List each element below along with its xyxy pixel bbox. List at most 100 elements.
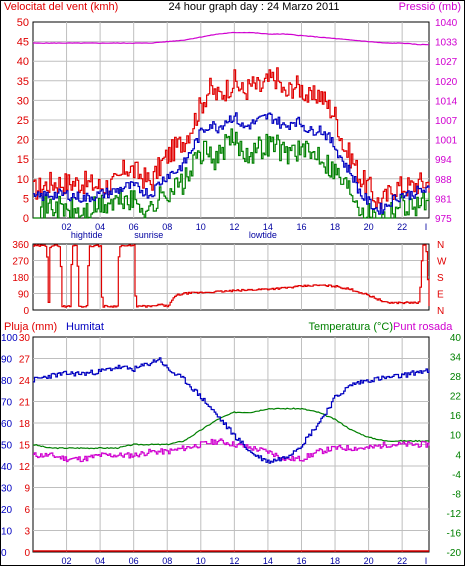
rain-axis-title: Pluja (mm) <box>4 321 57 333</box>
wind-ytick-label: 25 <box>17 115 29 127</box>
pressure-ytick-label: 1020 <box>435 77 458 88</box>
pressure-series <box>32 31 429 46</box>
humidity-ytick-label: 20 <box>1 505 13 516</box>
wind-x-tick-label: 22 <box>397 222 407 232</box>
direction-compass-label: E <box>437 290 444 301</box>
wind-x-tick-label: 16 <box>296 222 306 232</box>
temperature-axis-title: Temperatura (°C) <box>309 321 393 333</box>
wind-ytick-label: 40 <box>17 56 29 68</box>
rain-ytick-label: 12 <box>19 462 31 473</box>
humidity-ytick-label: 10 <box>1 527 13 538</box>
wind-x-tick-label: 10 <box>196 222 206 232</box>
wind-ytick-label: 20 <box>17 135 29 147</box>
humidity-x-tick-label: 20 <box>364 556 374 566</box>
direction-compass-label: N <box>437 306 444 317</box>
wind-ytick-label: 45 <box>17 37 29 49</box>
temperature-ytick-label: 28 <box>450 372 462 383</box>
wind-x-tick-label: 02 <box>62 222 72 232</box>
wind-event-lowtide: lowtide <box>249 230 277 240</box>
direction-compass-label: S <box>437 273 444 284</box>
rain-ytick-label: 21 <box>19 398 31 409</box>
wind-x-tick-label: 18 <box>330 222 340 232</box>
humidity-x-tick-label: 12 <box>229 556 239 566</box>
pressure-ytick-label: 988 <box>435 175 452 186</box>
pressure-ytick-label: 975 <box>435 214 452 225</box>
humidity-x-tick-label: 02 <box>62 556 72 566</box>
rain-ytick-label: 27 <box>19 355 31 366</box>
humidity-ytick-label: 30 <box>1 484 13 495</box>
pressure-ytick-label: 1033 <box>435 38 458 49</box>
pressure-ytick-label: 981 <box>435 194 452 205</box>
humidity-x-tick-label: 04 <box>95 556 105 566</box>
wind-x-tick-label: 14 <box>263 222 273 232</box>
wind-x-tick-label: 12 <box>229 222 239 232</box>
pressure-axis-title: Pressió (mb) <box>399 1 461 13</box>
humidity-axis-title: Humitat <box>66 321 104 333</box>
wind-x-tick-label: 06 <box>129 222 139 232</box>
rain-ytick-label: 30 <box>19 333 31 344</box>
humidity-series <box>33 357 430 464</box>
wind-ytick-label: 35 <box>17 76 29 88</box>
pressure-ytick-label: 994 <box>435 155 452 166</box>
temperature-ytick-label: -16 <box>447 528 462 539</box>
direction-ytick-label: 270 <box>12 257 29 268</box>
direction-ytick-label: 0 <box>23 306 29 317</box>
direction-ytick-label: 180 <box>12 273 29 284</box>
wind-ytick-label: 0 <box>23 213 29 225</box>
wind-ytick-label: 30 <box>17 95 29 107</box>
humidity-x-tick-label: 22 <box>397 556 407 566</box>
chart-title: 24 hour graph day : 24 Marzo 2011 <box>168 1 339 13</box>
temperature-ytick-label: 34 <box>450 353 462 364</box>
wind-avg-series <box>33 112 430 215</box>
rain-ytick-label: 3 <box>24 527 30 538</box>
pressure-ytick-label: 1027 <box>435 57 458 68</box>
temperature-ytick-label: -4 <box>452 470 461 481</box>
temperature-ytick-label: -12 <box>447 509 462 520</box>
rain-ytick-label: 0 <box>24 548 30 559</box>
wind-ytick-label: 5 <box>23 193 29 205</box>
humidity-x-tick-label: 18 <box>330 556 340 566</box>
temperature-ytick-label: 40 <box>450 333 462 344</box>
temperature-ytick-label: -20 <box>447 548 462 559</box>
humidity-x-tick-label: 06 <box>129 556 139 566</box>
wind-ytick-label: 50 <box>17 17 29 29</box>
rain-ytick-label: 18 <box>19 419 31 430</box>
humidity-x-tick-label: 08 <box>162 556 172 566</box>
wind-axis-title: Velocitat del vent (kmh) <box>4 1 118 13</box>
humidity-x-tick-label: 10 <box>196 556 206 566</box>
direction-ytick-label: 90 <box>18 290 30 301</box>
temperature-ytick-label: 16 <box>450 411 462 422</box>
humidity-ytick-label: 40 <box>1 462 13 473</box>
rain-ytick-label: 15 <box>19 441 31 452</box>
wind-gust-series <box>33 67 430 209</box>
humidity-ytick-label: 80 <box>1 376 13 387</box>
humidity-ytick-label: 60 <box>1 419 13 430</box>
wind-event-hightide: hightide <box>71 230 103 240</box>
temperature-series <box>32 407 430 450</box>
humidity-x-tick-label: 14 <box>263 556 273 566</box>
wind-x-tick-label: 20 <box>364 222 374 232</box>
humidity-ytick-label: 0 <box>1 548 7 559</box>
temperature-ytick-label: -8 <box>452 489 461 500</box>
humidity-ytick-label: 50 <box>1 441 13 452</box>
pressure-ytick-label: 1014 <box>435 96 458 107</box>
wind-ytick-label: 10 <box>17 174 29 186</box>
wind-min-series <box>33 128 430 219</box>
rain-ytick-label: 6 <box>24 505 30 516</box>
direction-compass-label: N <box>437 240 444 251</box>
wind-x-tick-label: 08 <box>162 222 172 232</box>
wind-x-tick-label: 04 <box>95 222 105 232</box>
humidity-ytick-label: 90 <box>1 355 13 366</box>
direction-series <box>33 244 430 308</box>
direction-compass-label: W <box>437 257 447 268</box>
rain-ytick-label: 24 <box>19 376 31 387</box>
wind-x-tick-label: I <box>425 222 428 232</box>
wind-event-sunrise: sunrise <box>134 230 163 240</box>
temperature-ytick-label: 22 <box>450 392 462 403</box>
humidity-x-tick-label: I <box>425 556 428 566</box>
wind-ytick-label: 15 <box>17 154 29 166</box>
humidity-ytick-label: 70 <box>1 398 13 409</box>
humidity-x-tick-label: 16 <box>296 556 306 566</box>
